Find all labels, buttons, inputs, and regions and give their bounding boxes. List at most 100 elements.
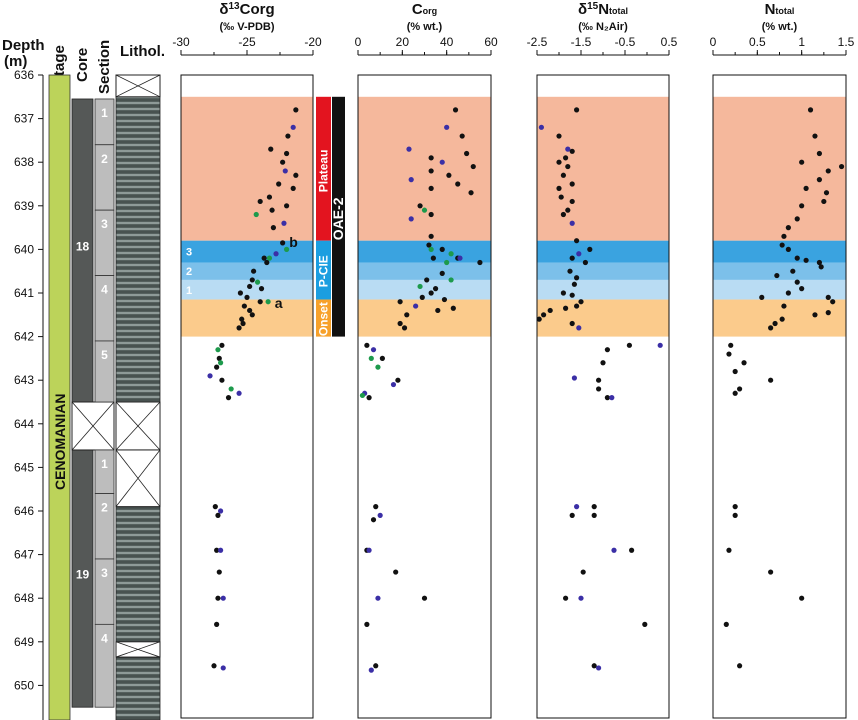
- x-tick-label: 0.5: [749, 35, 766, 49]
- data-point: [404, 312, 410, 318]
- data-point: [578, 299, 584, 305]
- panel-Ntotal: 0 0.5 1 1.5 Ntotal (% wt.): [710, 1, 855, 719]
- data-point: [408, 177, 414, 183]
- gap-cross: [115, 641, 161, 658]
- data-point: [609, 395, 615, 401]
- data-point: [448, 277, 454, 283]
- data-point: [477, 259, 483, 266]
- oae-label: OAE-2: [330, 197, 346, 240]
- data-point: [397, 299, 403, 305]
- data-point: [266, 255, 273, 261]
- data-point: [574, 504, 580, 510]
- data-point: [626, 342, 633, 348]
- data-point: [799, 159, 805, 165]
- section-bar: [94, 623, 115, 708]
- data-point: [569, 320, 575, 327]
- data-point: [574, 303, 580, 309]
- data-point: [629, 547, 635, 553]
- data-point: [781, 233, 787, 239]
- data-point: [556, 185, 562, 191]
- data-point: [556, 133, 562, 139]
- data-point: [397, 320, 403, 327]
- data-point: [772, 320, 778, 327]
- data-point: [249, 312, 255, 318]
- interval-band: [358, 240, 491, 263]
- title-main: Corg: [240, 1, 275, 18]
- data-point: [470, 163, 476, 170]
- section-label: 1: [101, 106, 108, 120]
- data-point: [821, 198, 827, 205]
- data-point: [446, 172, 452, 178]
- section-label: 2: [101, 152, 108, 166]
- data-point: [737, 663, 743, 669]
- data-point: [218, 547, 224, 553]
- core-photo: [115, 74, 161, 720]
- depth-tick-label: 644: [14, 417, 34, 431]
- data-point: [455, 181, 461, 187]
- x-tick-label: 0: [355, 35, 362, 49]
- data-point: [604, 395, 611, 401]
- x-tick-label: 60: [484, 35, 498, 49]
- depth-tick-label: 638: [14, 155, 34, 169]
- depth-tick-label: 646: [14, 504, 34, 518]
- data-point: [417, 283, 423, 290]
- interval-band: [713, 262, 846, 280]
- data-point: [799, 595, 805, 601]
- data-point: [591, 504, 597, 510]
- data-point: [596, 377, 602, 383]
- interval-band: [358, 279, 491, 300]
- data-point: [591, 512, 597, 518]
- data-point: [281, 220, 287, 226]
- pcie-bar: [316, 240, 331, 300]
- plateau-label: Plateau: [317, 150, 331, 193]
- depth-axis: Depth (m) 636 637 638 639 640 641 642 643 644 645…: [2, 37, 45, 720]
- title-prefix: δ: [219, 1, 228, 18]
- data-point: [457, 255, 463, 261]
- panel-title: Corg: [412, 1, 437, 18]
- x-tick-label: 1: [798, 35, 805, 49]
- data-point: [459, 133, 465, 139]
- panel-title: δ15Ntotal: [578, 1, 628, 18]
- data-point: [439, 159, 445, 165]
- interval-band: [537, 240, 669, 263]
- pcie-sub-label: 3: [186, 247, 192, 259]
- data-point: [794, 216, 800, 222]
- data-point: [560, 290, 567, 296]
- depth-tick-label: 640: [14, 242, 34, 256]
- event-bars: 3 2 1 Plateau P-CIE Onset OAE-2: [186, 96, 346, 337]
- interval-band: [358, 262, 491, 280]
- interval-band: [537, 262, 669, 280]
- data-point: [290, 185, 296, 191]
- data-point: [284, 150, 290, 157]
- data-point: [430, 255, 436, 261]
- depth-tick-label: 645: [14, 460, 34, 474]
- data-point: [611, 547, 617, 553]
- data-point: [413, 303, 419, 309]
- data-point: [424, 277, 430, 283]
- data-point: [591, 663, 597, 669]
- data-point: [563, 305, 569, 311]
- title-sub: org: [423, 6, 438, 16]
- data-point: [759, 294, 765, 300]
- data-point: [293, 107, 299, 113]
- data-point: [366, 547, 372, 553]
- gap-cross: [71, 401, 115, 451]
- data-point: [816, 177, 823, 183]
- x-tick-label: 1.5: [838, 35, 855, 49]
- data-point: [220, 595, 226, 601]
- data-point: [571, 375, 578, 381]
- data-point: [428, 168, 434, 174]
- data-point: [428, 185, 434, 191]
- data-point: [239, 316, 245, 322]
- data-point: [249, 277, 255, 283]
- data-point: [818, 264, 824, 270]
- data-point: [569, 181, 575, 187]
- data-point: [578, 595, 584, 601]
- x-tick-label: 20: [396, 35, 410, 49]
- data-point: [254, 279, 261, 285]
- title-main: N: [598, 1, 609, 18]
- data-point: [569, 512, 575, 518]
- annotation-label: b: [289, 234, 298, 250]
- core-label: 18: [76, 239, 90, 253]
